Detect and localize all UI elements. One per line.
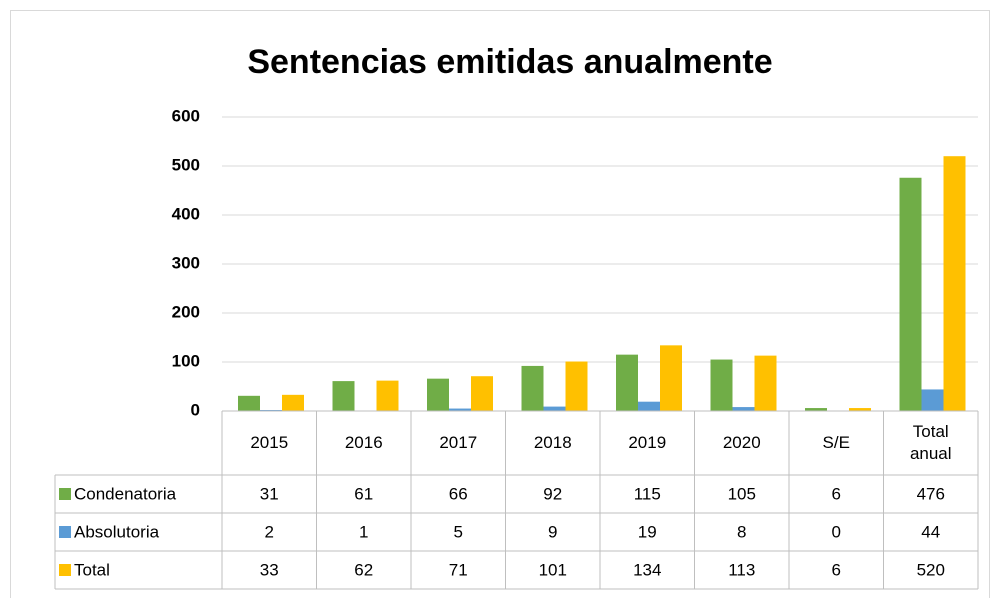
table-value: 61 xyxy=(354,484,373,503)
table-value: 31 xyxy=(260,484,279,503)
legend-key xyxy=(59,564,71,576)
y-tick-label: 100 xyxy=(172,351,200,370)
table-value: 9 xyxy=(548,522,557,541)
y-tick-label: 200 xyxy=(172,302,200,321)
chart-title: Sentencias emitidas anualmente xyxy=(247,43,772,81)
table-value: 1 xyxy=(359,522,368,541)
table-value: 520 xyxy=(917,560,945,579)
legend-label: Total xyxy=(74,560,110,579)
table-value: 115 xyxy=(634,484,661,503)
x-tick-label: 2020 xyxy=(722,432,761,452)
x-tick-label-box: S/E xyxy=(822,432,850,452)
table-value: 101 xyxy=(539,560,567,579)
bar xyxy=(921,389,944,411)
y-tick-label: 0 xyxy=(191,400,200,419)
table-value: 5 xyxy=(454,522,463,541)
x-tick-label-box: Total anual xyxy=(909,421,952,463)
x-tick-label: 2018 xyxy=(533,432,572,452)
table-value: 0 xyxy=(832,522,841,541)
table-value: 62 xyxy=(354,560,373,579)
table-value: 66 xyxy=(449,484,468,503)
x-tick-label-box: 2016 xyxy=(344,432,383,452)
bar xyxy=(449,408,471,411)
bar xyxy=(943,156,966,411)
bar xyxy=(660,345,682,411)
bar xyxy=(732,407,755,411)
bar xyxy=(805,408,827,411)
bar xyxy=(238,395,260,411)
table-value: 113 xyxy=(728,560,755,579)
bar xyxy=(616,354,638,411)
bar xyxy=(543,406,566,411)
x-tick-label: 2015 xyxy=(250,432,289,452)
y-tick-label: 300 xyxy=(172,253,200,272)
bar xyxy=(638,401,660,411)
table-value: 8 xyxy=(737,522,746,541)
x-tick-label: 2019 xyxy=(628,432,667,452)
table-value: 105 xyxy=(728,484,756,503)
table-value: 33 xyxy=(260,560,279,579)
table-value: 2 xyxy=(265,522,274,541)
bar xyxy=(332,381,355,411)
bar xyxy=(849,408,871,411)
table-value: 44 xyxy=(921,522,940,541)
bar xyxy=(471,376,493,411)
bar xyxy=(565,361,588,411)
bar xyxy=(427,378,449,411)
legend-label: Absolutoria xyxy=(74,522,160,541)
x-tick-label: Total anual xyxy=(909,421,952,463)
x-tick-label-box: 2020 xyxy=(722,432,761,452)
bar xyxy=(899,177,922,411)
y-tick-label: 600 xyxy=(172,106,200,125)
legend-label: Condenatoria xyxy=(74,484,177,503)
table-value: 19 xyxy=(638,522,657,541)
table-value: 92 xyxy=(543,484,562,503)
table-value: 6 xyxy=(832,484,841,503)
x-tick-label: S/E xyxy=(822,432,850,452)
bar xyxy=(521,365,544,411)
x-tick-label-box: 2015 xyxy=(250,432,289,452)
table-value: 6 xyxy=(832,560,841,579)
x-tick-label: 2017 xyxy=(439,432,478,452)
legend-key xyxy=(59,526,71,538)
y-tick-label: 400 xyxy=(172,204,200,223)
table-value: 134 xyxy=(633,560,661,579)
bar xyxy=(376,380,399,411)
table-value: 71 xyxy=(449,560,468,579)
x-tick-label-box: 2017 xyxy=(439,432,478,452)
chart-border xyxy=(10,10,990,598)
x-tick-label-box: 2019 xyxy=(628,432,667,452)
x-tick-label-box: 2018 xyxy=(533,432,572,452)
x-tick-label: 2016 xyxy=(344,432,383,452)
table-value: 476 xyxy=(917,484,945,503)
y-tick-label: 500 xyxy=(172,155,200,174)
legend-key xyxy=(59,488,71,500)
bar xyxy=(282,394,304,411)
bar xyxy=(754,355,777,411)
bar xyxy=(710,359,733,411)
